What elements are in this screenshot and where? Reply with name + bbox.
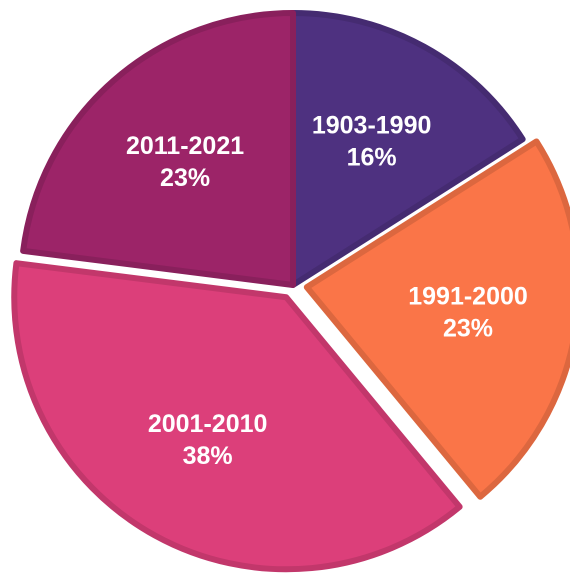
pie-slice xyxy=(303,138,570,500)
pie-slice xyxy=(11,260,463,573)
slice-label: 1903-1990 xyxy=(312,112,432,140)
slice-value-label: 16% xyxy=(347,144,397,172)
slice-label: 2011-2021 xyxy=(126,132,244,160)
slice-value-label: 38% xyxy=(183,442,233,470)
pie-slice xyxy=(290,10,526,288)
slice-value-label: 23% xyxy=(160,164,210,192)
pie-slice xyxy=(20,10,296,288)
slice-value-label: 23% xyxy=(443,314,493,342)
slice-label: 2001-2010 xyxy=(148,410,268,438)
slice-label: 1991-2000 xyxy=(408,282,528,310)
